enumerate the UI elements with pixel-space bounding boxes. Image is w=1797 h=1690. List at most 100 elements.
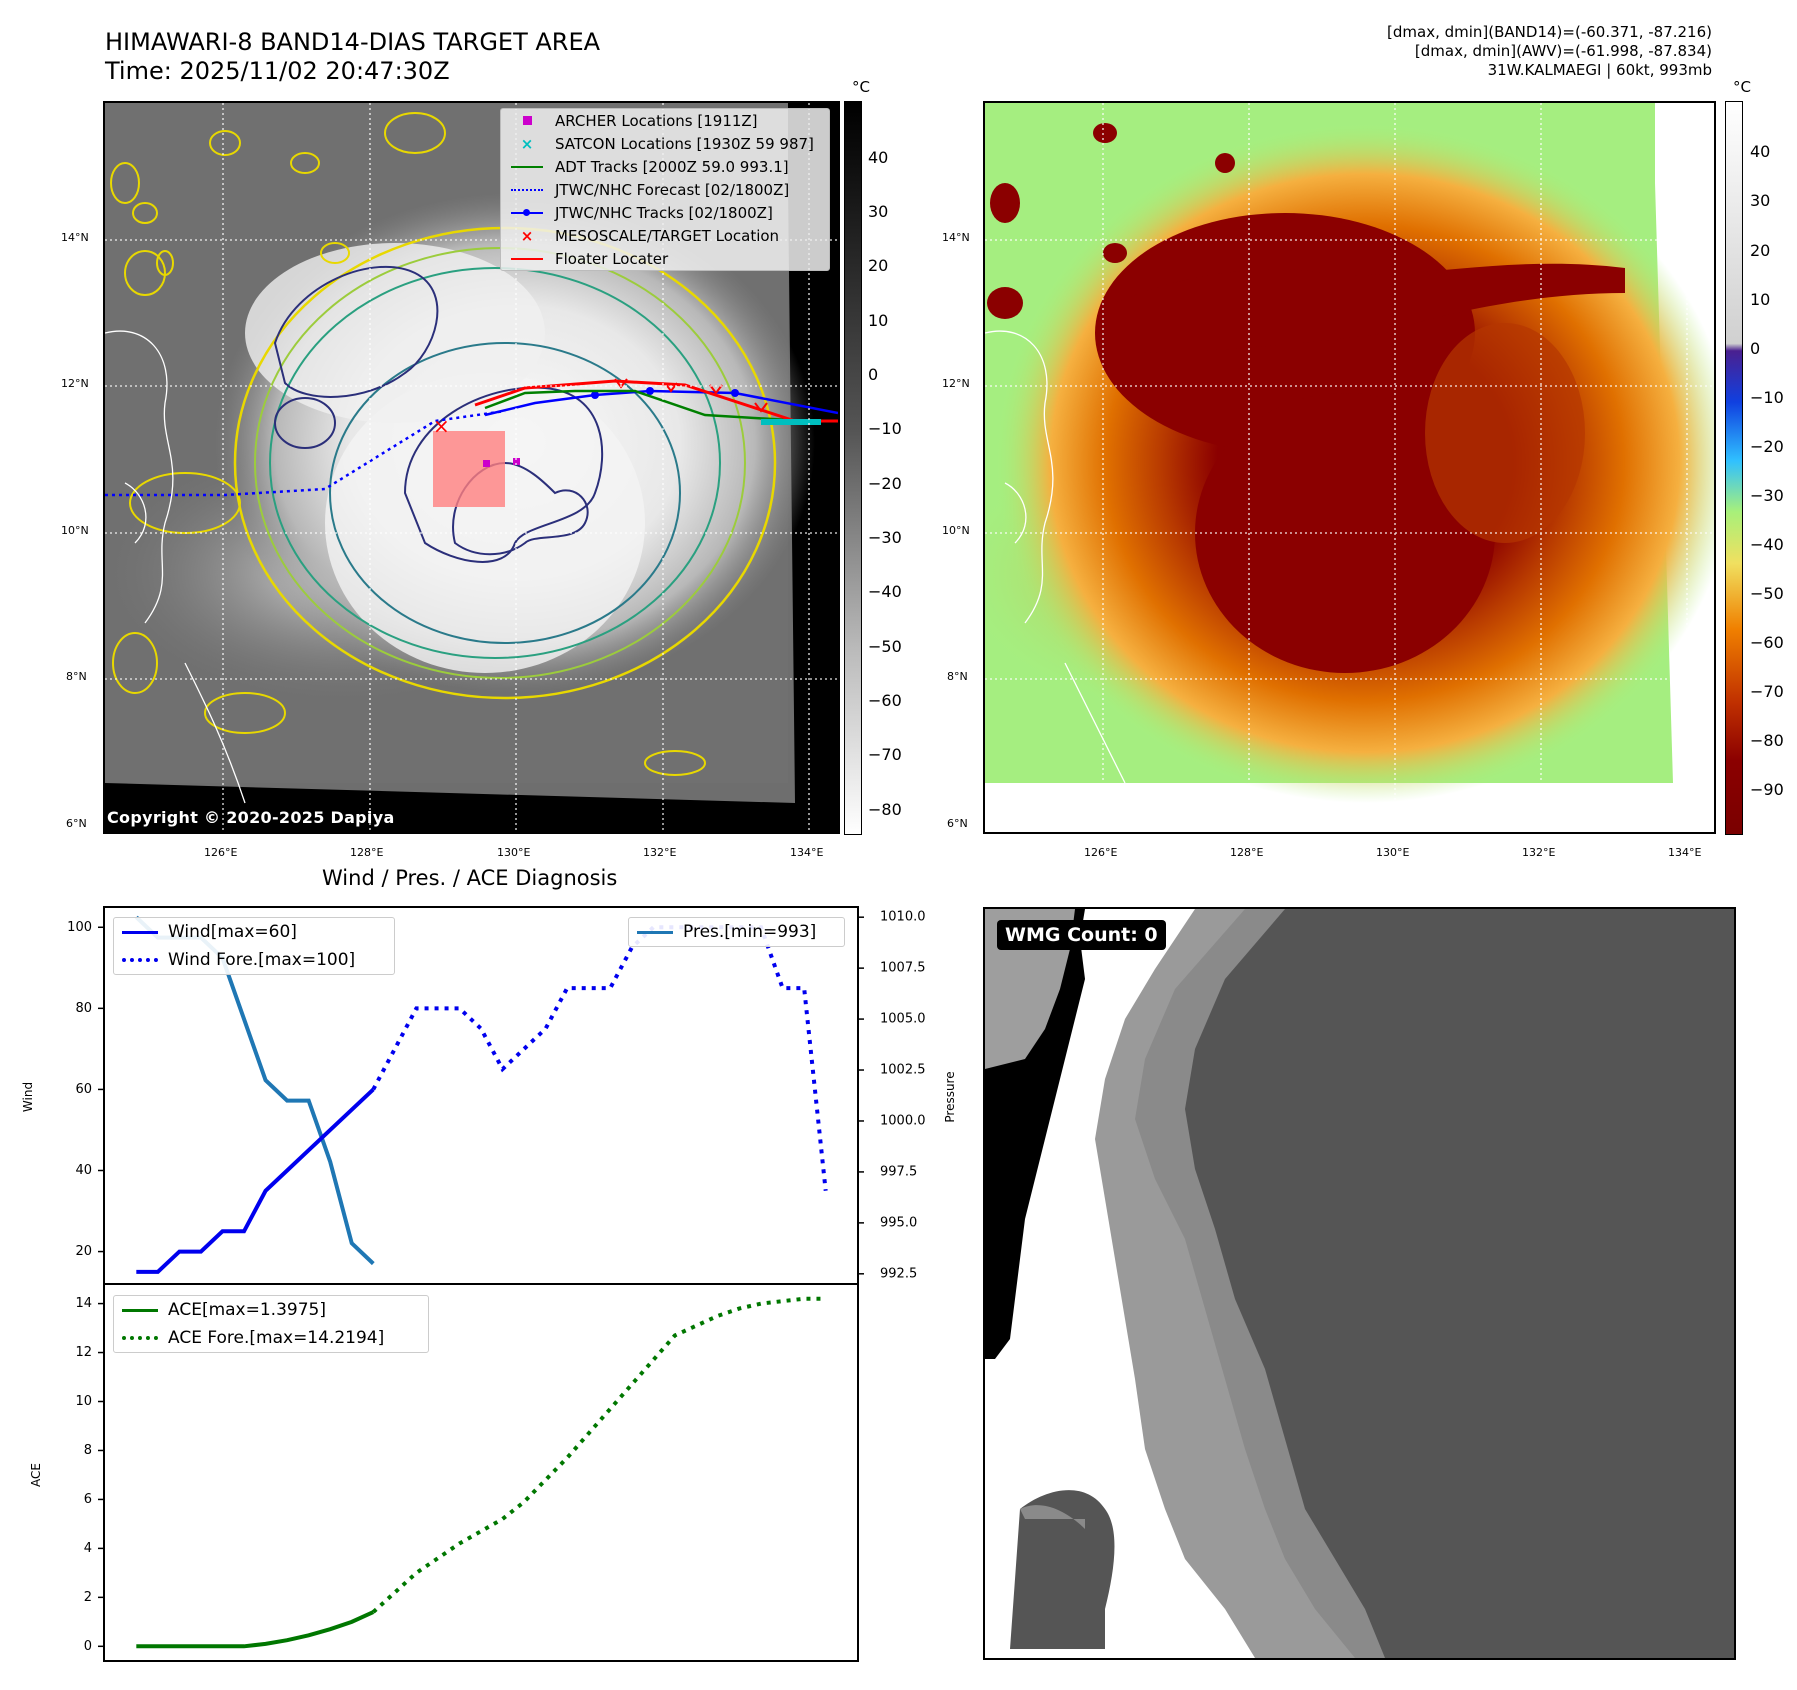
lon-tick-128: 128°E: [350, 846, 384, 859]
legend-meso: × MESOSCALE/TARGET Location: [520, 226, 780, 245]
ace-line: [136, 1610, 375, 1649]
pres-tick-label: 1000.0: [880, 1113, 926, 1128]
color-colorbar-unit: °C: [1733, 78, 1751, 96]
color-colorbar: [1725, 101, 1743, 835]
target-x-marker: ×: [433, 414, 450, 438]
gray-cb-tick-10: 10: [868, 311, 889, 330]
lat-tick-12-r: 12°N: [942, 377, 970, 390]
gray-cb-tick-m40: −40: [868, 582, 902, 601]
gray-cb-tick-m60: −60: [868, 691, 902, 710]
lon-tick-130: 130°E: [497, 846, 531, 859]
lat-tick-8: 8°N: [66, 670, 87, 683]
pres-tick-label: 1002.5: [880, 1063, 926, 1078]
pres-tick-label: 992.5: [880, 1266, 917, 1281]
wmg-panel: [983, 907, 1736, 1660]
lat-tick-10: 10°N: [61, 524, 89, 537]
legend-wind-label: Wind[max=60]: [168, 922, 297, 942]
jtwc-track: [484, 389, 838, 417]
info-line-3: 31W.KALMAEGI | 60kt, 993mb: [1487, 61, 1712, 79]
wind-tick-label: 60: [75, 1082, 92, 1097]
ace-tick-label: 12: [75, 1345, 92, 1360]
legend-archer: ARCHER Locations [1911Z]: [501, 109, 829, 132]
ace-tick-label: 4: [84, 1541, 92, 1556]
color-cb-tick-20: 20: [1750, 241, 1771, 260]
lon-tick-134-r: 134°E: [1668, 846, 1702, 859]
ace-tick-label: 2: [84, 1590, 92, 1605]
lat-tick-6-r: 6°N: [947, 817, 968, 830]
legend-satcon: × SATCON Locations [1930Z 59 987]: [520, 134, 814, 153]
lat-tick-10-r: 10°N: [942, 524, 970, 537]
map-legend: ARCHER Locations [1911Z] × SATCON Locatio…: [500, 108, 830, 271]
color-cb-tick-m10: −10: [1750, 388, 1784, 407]
ace-tick-label: 14: [75, 1296, 92, 1311]
legend-adt: ADT Tracks [2000Z 59.0 993.1]: [501, 155, 829, 178]
pres-tick-label: 1010.0: [880, 910, 926, 925]
wind-tick-label: 20: [75, 1244, 92, 1259]
adt-track: [484, 389, 806, 423]
gray-cb-tick-m10: −10: [868, 419, 902, 438]
copyright-text: Copyright © 2020-2025 Dapiya: [107, 808, 395, 827]
color-cb-tick-0: 0: [1750, 339, 1761, 358]
legend-ace-label: ACE[max=1.3975]: [168, 1300, 326, 1320]
figure-title: HIMAWARI-8 BAND14-DIAS TARGET AREA Time:…: [105, 28, 600, 86]
color-cb-tick-m60: −60: [1750, 633, 1784, 652]
info-line-2: [dmax, dmin](AWV)=(-61.998, -87.834): [1414, 42, 1712, 60]
pres-tick-label: 997.5: [880, 1164, 917, 1179]
ace-tick-label: 6: [84, 1492, 92, 1507]
wind-line: [136, 1087, 375, 1274]
storm-info: [dmax, dmin](BAND14)=(-60.371, -87.216) …: [1387, 23, 1712, 80]
ace-tick-label: 0: [84, 1639, 92, 1654]
wind-tick-label: 100: [67, 920, 92, 935]
legend-pres-label: Pres.[min=993]: [683, 922, 817, 942]
color-cb-tick-40: 40: [1750, 142, 1771, 161]
color-cb-tick-m30: −30: [1750, 486, 1784, 505]
lat-tick-14-r: 14°N: [942, 231, 970, 244]
ir-color-map: [983, 101, 1716, 834]
title-line-1: HIMAWARI-8 BAND14-DIAS TARGET AREA: [105, 28, 601, 56]
lon-tick-126-r: 126°E: [1084, 846, 1118, 859]
color-cb-tick-30: 30: [1750, 191, 1771, 210]
archer-marker: [483, 460, 490, 467]
legend-jtwc-forecast: JTWC/NHC Forecast [02/1800Z]: [501, 178, 829, 201]
gray-cb-tick-m80: −80: [868, 800, 902, 819]
legend-ace-fore-label: ACE Fore.[max=14.2194]: [168, 1328, 385, 1348]
lat-tick-14: 14°N: [61, 231, 89, 244]
color-cb-tick-10: 10: [1750, 290, 1771, 309]
pressure-axis-label: Pressure: [943, 1071, 957, 1122]
pres-tick-label: 1005.0: [880, 1012, 926, 1027]
ace-forecast-line: [371, 1296, 826, 1614]
wind-tick-label: 80: [75, 1001, 92, 1016]
ace-axis-label: ACE: [29, 1463, 43, 1487]
diagnosis-title: Wind / Pres. / ACE Diagnosis: [322, 866, 618, 890]
wmg-image: [985, 909, 1734, 1658]
lon-tick-128-r: 128°E: [1230, 846, 1264, 859]
wind-tick-label: 40: [75, 1163, 92, 1178]
gray-cb-tick-0: 0: [868, 365, 879, 384]
gray-cb-tick-m70: −70: [868, 745, 902, 764]
title-line-2: Time: 2025/11/02 20:47:30Z: [105, 57, 450, 85]
pres-legend: Pres.[min=993]: [628, 917, 845, 947]
wind-legend: Wind[max=60] Wind Fore.[max=100]: [113, 917, 395, 975]
gray-cb-tick-m20: −20: [868, 474, 902, 493]
lat-tick-8-r: 8°N: [947, 670, 968, 683]
wmg-count-badge: WMG Count: 0: [997, 920, 1166, 950]
ir-gray-map-image: ×: [105, 103, 838, 832]
legend-jtwc-track: JTWC/NHC Tracks [02/1800Z]: [501, 201, 829, 224]
color-cb-tick-m80: −80: [1750, 731, 1784, 750]
lon-tick-126: 126°E: [204, 846, 238, 859]
pres-tick-label: 1007.5: [880, 961, 926, 976]
lon-tick-132-r: 132°E: [1522, 846, 1556, 859]
ace-tick-label: 10: [75, 1394, 92, 1409]
wind-axis-label: Wind: [21, 1082, 35, 1112]
lon-tick-130-r: 130°E: [1376, 846, 1410, 859]
legend-floater: Floater Locater: [501, 247, 829, 270]
floater-box: [433, 431, 505, 507]
color-cb-tick-m40: −40: [1750, 535, 1784, 554]
lat-tick-12: 12°N: [61, 377, 89, 390]
color-cb-tick-m70: −70: [1750, 682, 1784, 701]
pres-tick-label: 995.0: [880, 1215, 917, 1230]
gray-cb-tick-m50: −50: [868, 637, 902, 656]
ace-axes: [103, 1283, 859, 1662]
gray-cb-tick-30: 30: [868, 202, 889, 221]
color-cb-tick-m20: −20: [1750, 437, 1784, 456]
